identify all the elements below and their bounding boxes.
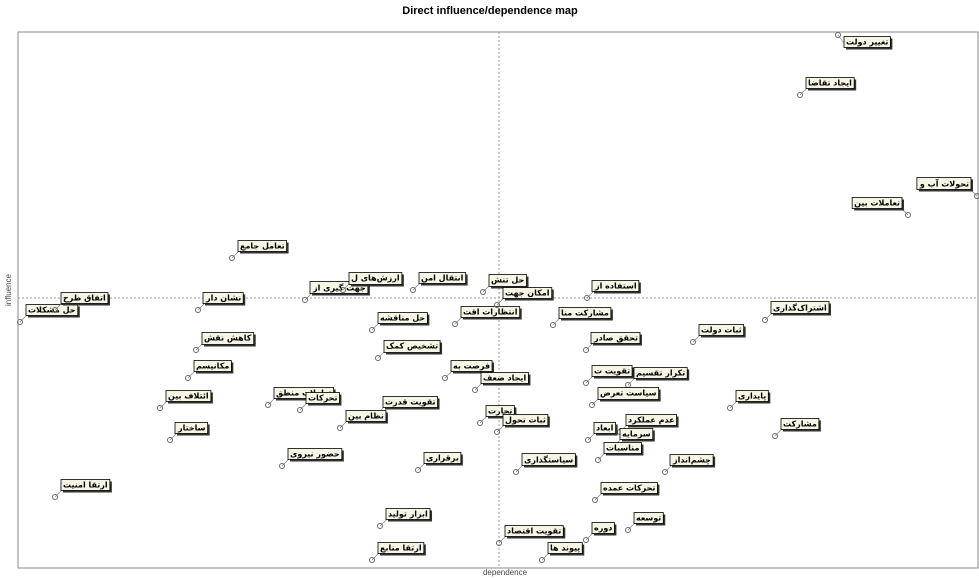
point-label: ارزش‌های ل: [351, 274, 400, 284]
point-group: ارتقا امنیت: [53, 480, 112, 500]
point-label: کاهش نقش: [204, 334, 252, 344]
point-group: ایجاد ضعف: [473, 373, 531, 393]
point-group: ثبات تحول: [495, 415, 550, 435]
point-label: ثبات دولت: [701, 326, 742, 335]
point-label: ارتقا منابع: [380, 544, 422, 553]
point-label: حل مناقشه: [380, 314, 425, 323]
point-label: پایداری: [738, 392, 766, 401]
point-group: سیاستگذاری: [514, 454, 578, 475]
point-group: تحقق صادر: [584, 333, 642, 353]
point-group: ابعاد: [586, 423, 618, 443]
point-label: تحولات آب و: [919, 179, 969, 189]
point-group: توسعه: [626, 513, 666, 533]
point-group: مکانیسم: [186, 361, 234, 381]
point-label: تغییر دولت: [846, 38, 888, 47]
point-group: حل مشکلات: [18, 305, 80, 325]
point-group: پایداری: [728, 391, 771, 411]
point-label: مشارکت منا: [561, 309, 609, 318]
point-label: استفاده از: [594, 282, 637, 291]
point-label: نظام بین: [348, 412, 384, 421]
point-label: تحرکات عمده: [603, 484, 655, 493]
chart: Direct influence/dependence map dependen…: [0, 0, 979, 578]
plot-frame: [18, 32, 978, 568]
point-group: پیوند ها: [540, 543, 585, 563]
point-group: انتظارات اقت: [453, 307, 522, 327]
point-group: سیاست تعرض: [590, 388, 661, 408]
point-label: مناسبات: [606, 444, 639, 453]
y-axis-label: influence: [4, 273, 13, 306]
point-group: امکان جهت: [495, 288, 554, 308]
point-label: ابزار تولید: [388, 510, 428, 519]
point-label: برقراری: [426, 454, 459, 463]
point-label: توسعه: [636, 514, 661, 523]
point-group: تحرکات عمده: [593, 483, 660, 503]
point-label: تحرکات: [308, 394, 337, 403]
point-label: انتظارات اقت: [463, 308, 518, 317]
point-label: دوره: [594, 524, 612, 533]
point-label: حل مشکلات: [28, 306, 76, 315]
point-label: امکان جهت: [505, 289, 550, 298]
point-group: اشتراک‌گذاری: [763, 302, 831, 323]
point-group: نشان دار: [196, 293, 246, 313]
point-group: انتقال امن: [411, 273, 468, 293]
point-label: تقویت اقتصاد: [507, 527, 561, 536]
point-label: حل تنش: [491, 276, 525, 286]
point-label: پیوند ها: [550, 544, 580, 553]
point-label: سیاستگذاری: [524, 455, 573, 465]
point-group: ایجاد تقاضا: [798, 78, 857, 98]
point-label: اتفاق طرح: [63, 294, 106, 303]
point-group: مناسبات: [596, 443, 644, 463]
point-label: تقویت قدرت: [385, 398, 436, 407]
point-group: برقراری: [416, 453, 463, 473]
point-group: تعامل جامع: [230, 241, 289, 261]
point-label: انتقال امن: [421, 274, 464, 283]
point-label: حضور نیروی: [290, 450, 340, 459]
point-group: ائتلاف بین: [158, 391, 213, 411]
point-label: ایجاد تقاضا: [808, 79, 852, 88]
point-group: چشم‌انداز: [663, 455, 716, 475]
point-group: ارتقا منابع: [370, 543, 426, 563]
point-label: مکانیسم: [196, 362, 229, 371]
point-group: تکرار تقسیم: [626, 368, 690, 388]
point-label: ثبات تحول: [505, 416, 546, 425]
point-group: ساختار: [168, 423, 210, 443]
point-label: اشتراک‌گذاری: [773, 303, 827, 313]
point-group: ثبات دولت: [691, 325, 746, 345]
point-label: ساختار: [177, 424, 206, 433]
point-label: ابعاد: [596, 424, 614, 433]
point-label: نشان دار: [205, 294, 241, 303]
point-group: دوره: [584, 523, 617, 543]
point-group: کاهش نقش: [194, 333, 256, 353]
point-group: مشارکت منا: [551, 308, 613, 328]
point-label: عدم عملکرد: [628, 416, 675, 425]
point-label: مشارکت: [783, 420, 817, 429]
point-label: تعاملات بین: [854, 199, 900, 208]
point-label: تقویت ت: [594, 367, 630, 376]
point-group: تحولات آب و: [917, 178, 979, 199]
point-group: تعاملات بین: [852, 198, 910, 218]
point-label: سرمایه: [622, 430, 651, 439]
x-axis-label: dependence: [483, 568, 528, 577]
point-group: مشارکت: [773, 419, 821, 439]
point-group: ابزار تولید: [378, 509, 433, 529]
point-group: تغییر دولت: [836, 33, 893, 50]
point-label: ائتلاف بین: [168, 392, 209, 401]
chart-title: Direct influence/dependence map: [402, 5, 578, 17]
point-label: تشخیص کمک: [386, 342, 438, 352]
point-group: حضور نیروی: [280, 449, 344, 469]
point-group: استفاده از: [585, 281, 641, 301]
point-group: نظام بین: [338, 411, 388, 431]
point-label: تحقق صادر: [593, 334, 638, 343]
point-label: سیاست تعرض: [600, 389, 657, 399]
point-label: ارتقا امنیت: [63, 481, 108, 490]
point-label: ایجاد ضعف: [483, 374, 526, 383]
point-label: فرصت به: [453, 362, 490, 371]
point-group: حل مناقشه: [370, 313, 430, 333]
point-group: تشخیص کمک: [376, 341, 443, 361]
point-label: تکرار تقسیم: [636, 369, 685, 378]
point-label: چشم‌انداز: [672, 456, 711, 465]
point-label: تعامل جامع: [240, 242, 285, 251]
